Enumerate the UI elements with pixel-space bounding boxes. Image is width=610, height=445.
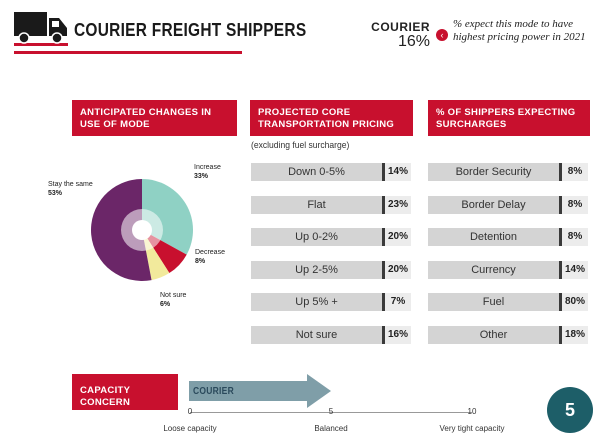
surcharge-label: Detention	[428, 228, 559, 246]
pricing-label: Down 0-5%	[251, 163, 382, 181]
page-number: 5	[547, 387, 593, 433]
truck-icon	[14, 12, 68, 46]
page-title: COURIER FREIGHT SHIPPERS	[74, 20, 307, 40]
surcharge-row: Detention 8%	[428, 228, 591, 246]
section-header-pricing: PROJECTED CORE TRANSPORTATION PRICING	[250, 100, 413, 136]
pie-label-increase: Increase 33%	[194, 163, 221, 181]
capacity-scale-line	[190, 412, 472, 413]
surcharge-value: 80%	[559, 293, 588, 311]
pricing-label: Flat	[251, 195, 382, 214]
capacity-series-label: COURIER	[193, 386, 234, 397]
surcharge-value: 8%	[559, 228, 588, 246]
pricing-value: 23%	[382, 195, 411, 214]
surcharge-value: 8%	[559, 195, 588, 214]
pricing-note: (excluding fuel surcharge)	[251, 140, 350, 151]
pricing-label: Up 0-2%	[251, 228, 382, 246]
pie-label-decrease-value: 8%	[195, 258, 206, 265]
surcharge-label: Border Delay	[428, 195, 559, 214]
pricing-row: Flat 23%	[251, 195, 414, 214]
capacity-tick-label: Loose capacity	[163, 424, 217, 433]
section-header-anticipated: ANTICIPATED CHANGES IN USE OF MODE	[72, 100, 237, 136]
pie-label-not-sure-value: 6%	[160, 301, 171, 308]
surcharge-row: Border Security 8%	[428, 163, 591, 181]
surcharge-row: Other 18%	[428, 325, 591, 344]
surcharge-row: Currency 14%	[428, 260, 591, 279]
surcharge-row: Fuel 80%	[428, 293, 591, 311]
pricing-row: Up 5% +7%	[251, 293, 414, 311]
capacity-arrow-shape	[189, 374, 331, 408]
pie-chart	[91, 179, 193, 281]
pie-label-stay-same-name: Stay the same	[48, 181, 93, 188]
pie-label-decrease: Decrease 8%	[195, 248, 225, 266]
pricing-value: 7%	[382, 293, 411, 311]
pricing-row: Up 2-5% 20%	[251, 260, 414, 279]
pricing-value: 14%	[382, 163, 411, 181]
pie-label-increase-value: 33%	[194, 173, 209, 180]
capacity-header: CAPACITY CONCERN	[72, 374, 178, 410]
pricing-row: Up 0-2% 20%	[251, 228, 414, 246]
surcharge-value: 8%	[559, 163, 588, 181]
pie-label-not-sure-name: Not sure	[160, 292, 187, 299]
surcharge-value: 14%	[559, 260, 588, 279]
mode-label: COURIER	[371, 20, 430, 34]
pricing-row: Down 0-5% 14%	[251, 163, 414, 181]
pie-label-stay-same-value: 53%	[48, 190, 63, 197]
surcharge-row: Border Delay 8%	[428, 195, 591, 214]
pricing-value: 16%	[382, 325, 411, 344]
capacity-tick-number: 0	[187, 407, 193, 416]
pie-label-decrease-name: Decrease	[195, 249, 225, 256]
pricing-label: Not sure	[251, 325, 382, 344]
capacity-tick-number: 5	[328, 407, 334, 416]
section-header-surcharges: % OF SHIPPERS EXPECTING SURCHARGES	[428, 100, 590, 136]
pie-label-stay-same: Stay the same 53%	[48, 180, 93, 198]
capacity-tick-label: Balanced	[314, 424, 348, 433]
pricing-label: Up 5% +	[251, 293, 382, 311]
capacity-tick-number: 10	[467, 407, 477, 416]
surcharge-value: 18%	[559, 325, 588, 344]
pricing-row: Not sure 16%	[251, 325, 414, 344]
capacity-arrow	[189, 374, 331, 408]
pricing-label: Up 2-5%	[251, 260, 382, 279]
header-rule	[14, 51, 242, 54]
pie-label-increase-name: Increase	[194, 164, 221, 171]
pie-center-hole	[132, 220, 152, 240]
surcharge-label: Border Security	[428, 163, 559, 181]
surcharge-label: Fuel	[428, 293, 559, 311]
pricing-value: 20%	[382, 260, 411, 279]
mode-description: % expect this mode to have highest prici…	[453, 18, 586, 43]
surcharge-label: Currency	[428, 260, 559, 279]
chevron-left-icon: ‹	[436, 29, 448, 41]
pricing-value: 20%	[382, 228, 411, 246]
surcharge-label: Other	[428, 325, 559, 344]
capacity-tick-label: Very tight capacity	[439, 424, 505, 433]
mode-value: 16%	[397, 33, 430, 50]
pie-label-not-sure: Not sure 6%	[160, 291, 186, 309]
